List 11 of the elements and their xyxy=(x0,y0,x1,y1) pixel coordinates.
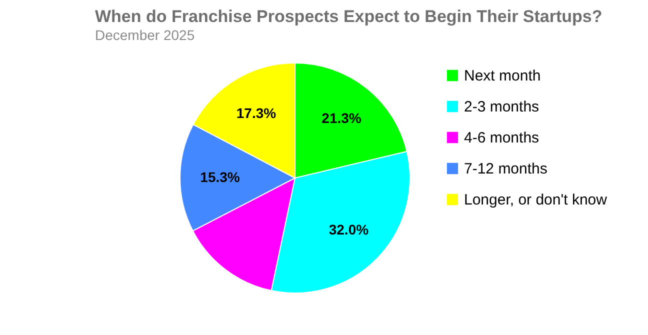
data-label: 15.3% xyxy=(200,168,240,185)
data-label: 32.0% xyxy=(328,221,370,238)
legend-label: 2-3 months xyxy=(464,98,540,116)
legend-label: Next month xyxy=(464,68,541,84)
legend-label: 7-12 months xyxy=(464,160,548,178)
data-label: 17.3% xyxy=(236,104,277,121)
legend-label: Longer, or don't know xyxy=(464,192,608,208)
legend-label: 4-6 months xyxy=(464,130,540,146)
chart-title: When do Franchise Prospects Expect to Begin Their Startups? xyxy=(95,7,602,26)
data-label: 21.3% xyxy=(322,110,362,126)
chart-subtitle: December 2025 xyxy=(95,27,195,43)
